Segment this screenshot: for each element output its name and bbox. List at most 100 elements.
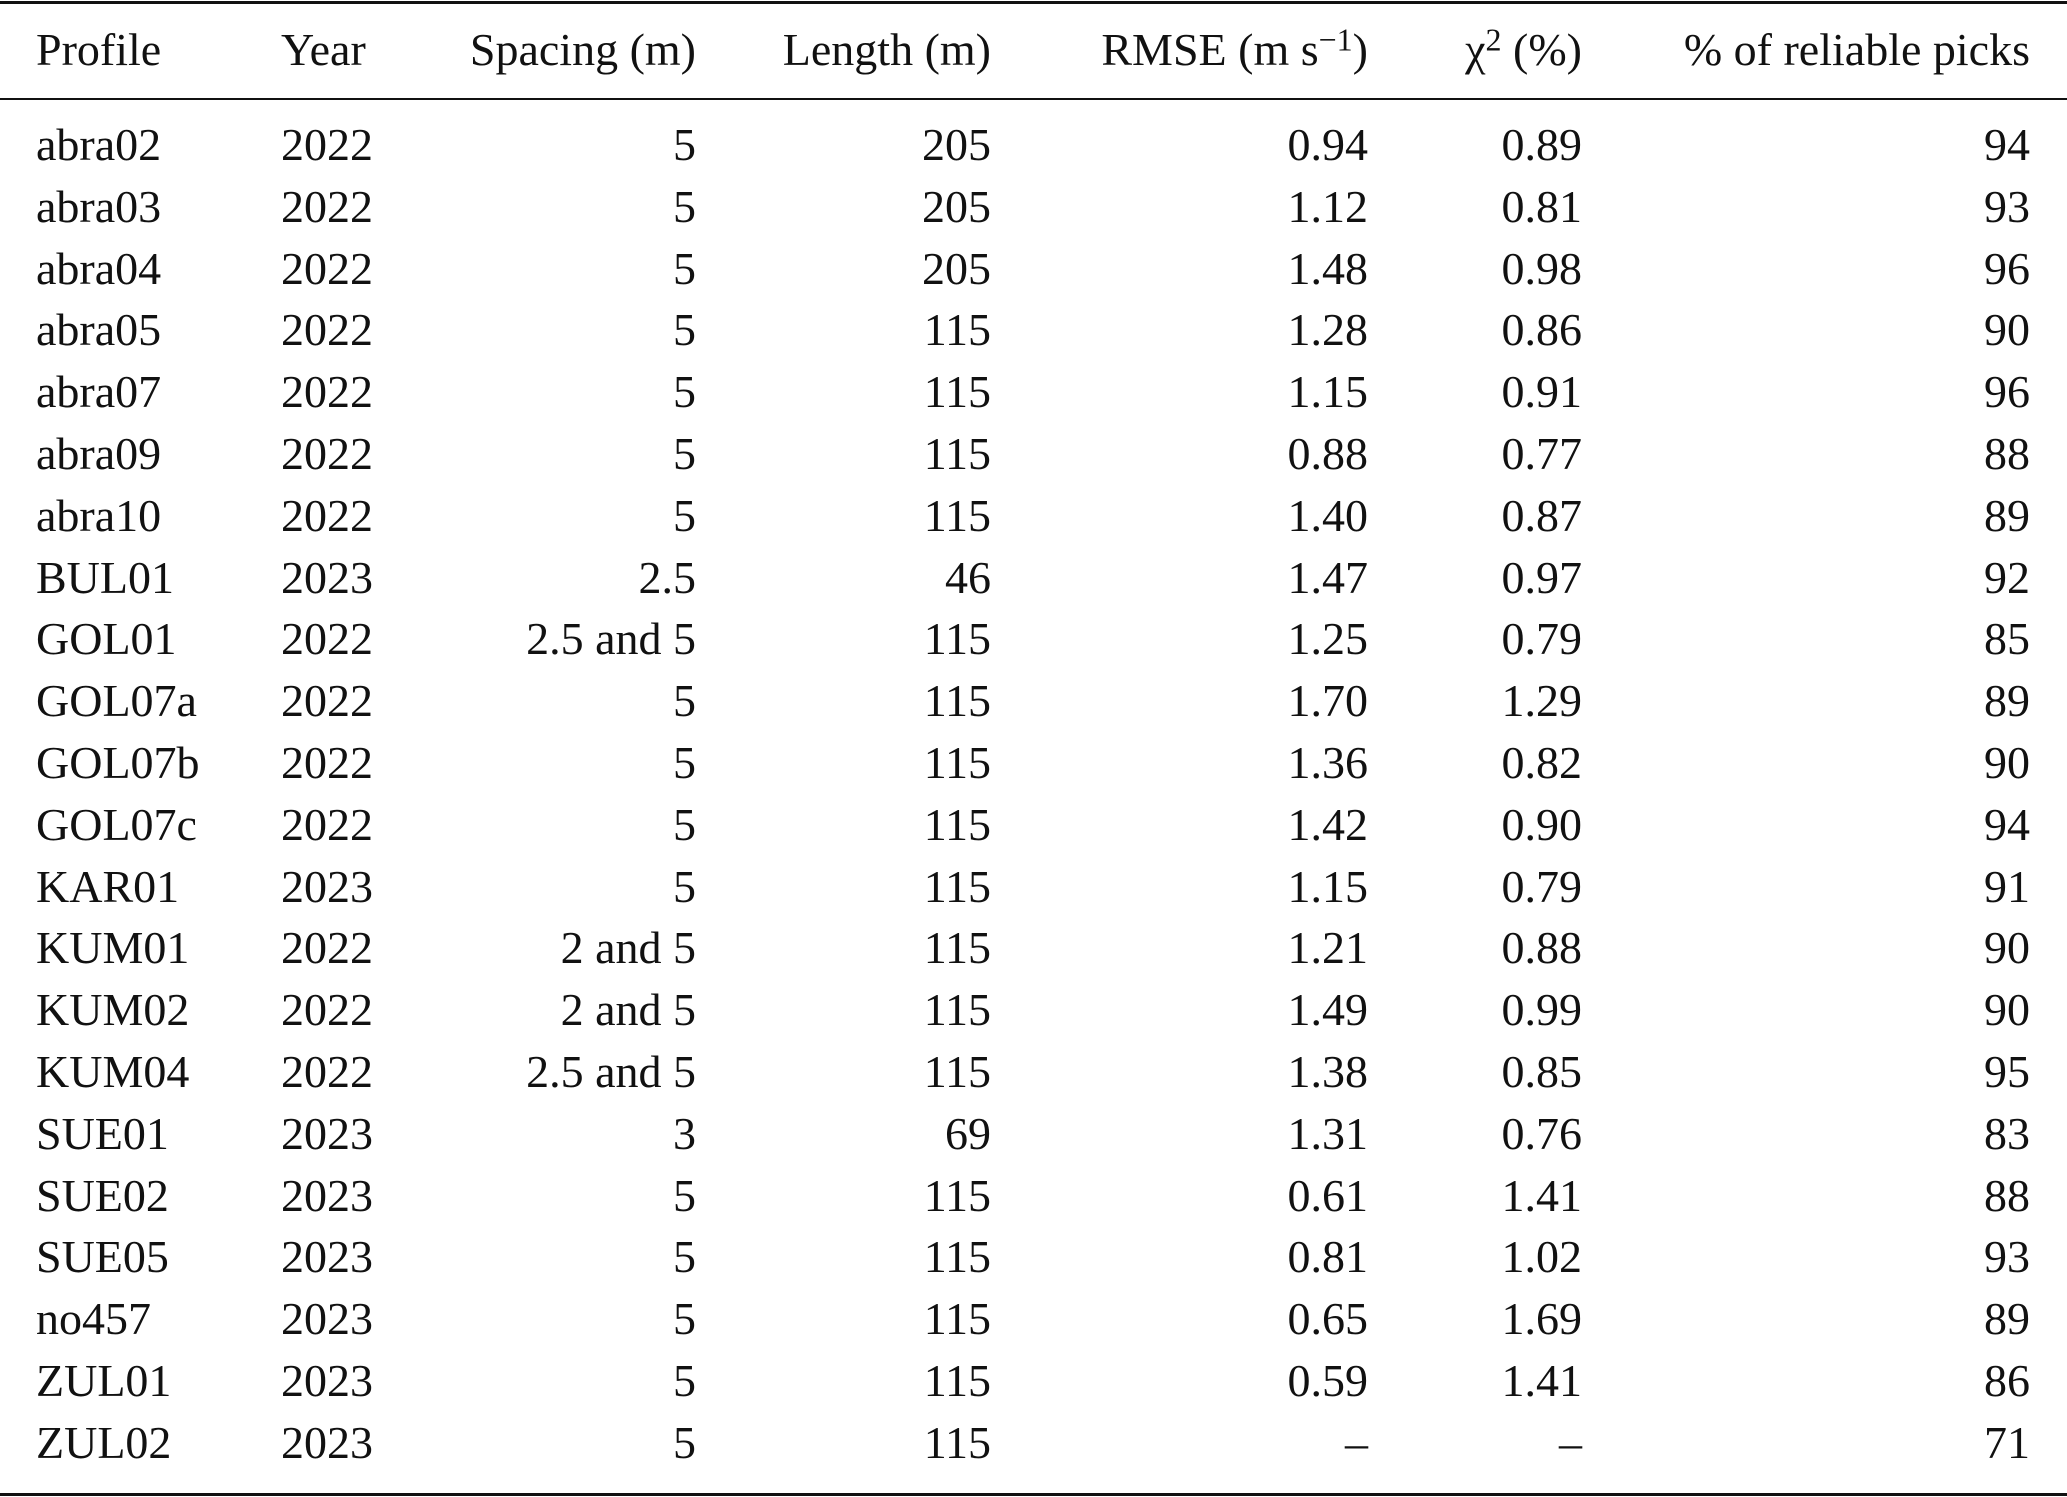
table-cell: 2023 xyxy=(281,860,373,912)
table-cell: 2022 xyxy=(281,366,373,418)
table-cell: GOL07a xyxy=(36,675,197,727)
table-cell: 115 xyxy=(923,798,991,850)
table-cell: 83 xyxy=(1984,1107,2030,1159)
table-cell: BUL01 xyxy=(36,551,174,603)
table-cell: 2023 xyxy=(281,1169,373,1221)
table-cell: 5 xyxy=(673,242,696,294)
table-cell: 205 xyxy=(922,119,991,170)
table-cell: 0.91 xyxy=(1501,366,1583,418)
table-cell: 1.70 xyxy=(1287,675,1369,727)
header-superscript: −1 xyxy=(1318,21,1353,58)
table-cell: GOL01 xyxy=(36,613,177,665)
table-cell: 0.79 xyxy=(1501,613,1583,665)
table-cell: 95 xyxy=(1984,1046,2030,1097)
table-cell: 2022 xyxy=(281,984,373,1036)
table-cell: 2023 xyxy=(281,1293,373,1345)
table-cell: 88 xyxy=(1984,428,2030,479)
table-cell: 115 xyxy=(923,675,991,727)
table-cell: 0.99 xyxy=(1501,984,1583,1036)
table-cell: 2023 xyxy=(281,551,373,603)
table-cell: 90 xyxy=(1984,922,2030,974)
table-cell: 2 and 5 xyxy=(560,984,696,1036)
table-cell: 89 xyxy=(1984,489,2030,541)
header-text: (%) xyxy=(1501,24,1582,75)
table-cell: 0.88 xyxy=(1287,428,1369,479)
table-cell: 0.81 xyxy=(1287,1231,1369,1283)
table-cell: 0.77 xyxy=(1501,428,1583,479)
table-cell: 5 xyxy=(673,119,696,170)
table-cell: KAR01 xyxy=(36,860,180,912)
table-cell: 88 xyxy=(1984,1169,2030,1221)
header-cell: Spacing (m) xyxy=(469,24,696,75)
table-cell: 2022 xyxy=(281,489,373,541)
table-cell: 115 xyxy=(923,922,991,974)
table-cell: 5 xyxy=(673,180,696,232)
table-cell: 1.40 xyxy=(1287,489,1369,541)
table-cell: 89 xyxy=(1984,1293,2030,1345)
table-cell: GOL07b xyxy=(36,737,200,788)
header-cell: % of reliable picks xyxy=(1683,24,2030,75)
table-cell: 0.88 xyxy=(1501,922,1583,974)
table-cell: 0.94 xyxy=(1287,119,1369,170)
table-cell: 0.87 xyxy=(1501,489,1583,541)
table-cell: 5 xyxy=(673,675,696,727)
table-cell: 115 xyxy=(923,737,991,788)
table-cell: 94 xyxy=(1984,119,2030,170)
table-cell: 2.5 and 5 xyxy=(526,613,696,665)
table-cell: 94 xyxy=(1984,798,2030,850)
table-cell: 1.41 xyxy=(1501,1355,1583,1406)
table-cell: – xyxy=(1345,1416,1368,1468)
table-cell: 5 xyxy=(673,366,696,418)
table-cell: 5 xyxy=(673,798,696,850)
table-cell: 0.89 xyxy=(1501,119,1583,170)
table-cell: 86 xyxy=(1984,1355,2030,1406)
table-cell: 0.59 xyxy=(1287,1355,1369,1406)
header-cell: χ2 (%) xyxy=(1465,24,1582,75)
table-cell: 89 xyxy=(1984,675,2030,727)
table-cell: 1.15 xyxy=(1287,366,1369,418)
table-cell: 1.36 xyxy=(1287,737,1369,788)
table-cell: 1.29 xyxy=(1501,675,1583,727)
table-cell: 115 xyxy=(923,1231,991,1283)
table-cell: 1.25 xyxy=(1287,613,1369,665)
table-cell: 91 xyxy=(1984,860,2030,912)
table-cell: 0.81 xyxy=(1501,180,1583,232)
table-cell: 115 xyxy=(923,1046,991,1097)
table-cell: 115 xyxy=(923,366,991,418)
table-cell: 2023 xyxy=(281,1231,373,1283)
table-cell: 2022 xyxy=(281,1046,373,1097)
table-cell: abra03 xyxy=(36,180,162,232)
table-cell: 1.21 xyxy=(1287,922,1369,974)
table-cell: 96 xyxy=(1984,366,2030,418)
table-cell: 1.38 xyxy=(1287,1046,1369,1097)
table-cell: 5 xyxy=(673,1169,696,1221)
table-cell: 69 xyxy=(945,1107,991,1159)
table-cell: 2023 xyxy=(281,1416,373,1468)
table-cell: 90 xyxy=(1984,984,2030,1036)
table-cell: 2.5 and 5 xyxy=(526,1046,696,1097)
header-superscript: 2 xyxy=(1485,21,1502,58)
table-cell: 115 xyxy=(923,428,991,479)
table-cell: 2022 xyxy=(281,922,373,974)
table-cell: SUE02 xyxy=(36,1169,169,1221)
table-cell: KUM04 xyxy=(36,1046,190,1097)
table-cell: 5 xyxy=(673,1293,696,1345)
table-cell: 2022 xyxy=(281,428,373,479)
table-cell: 2022 xyxy=(281,613,373,665)
table-cell: 2.5 xyxy=(638,551,697,603)
table-cell: abra05 xyxy=(36,304,162,356)
table-cell: 1.42 xyxy=(1287,798,1369,850)
table-cell: SUE01 xyxy=(36,1107,169,1159)
table-cell: 1.48 xyxy=(1287,242,1369,294)
header-cell: Year xyxy=(281,24,366,75)
table-cell: 0.82 xyxy=(1501,737,1583,788)
table-cell: 1.12 xyxy=(1287,180,1369,232)
table-cell: 5 xyxy=(673,737,696,788)
table-cell: 92 xyxy=(1984,551,2030,603)
table-cell: 115 xyxy=(923,860,991,912)
table-cell: 93 xyxy=(1984,180,2030,232)
table-cell: 115 xyxy=(923,1416,991,1468)
table-cell: 5 xyxy=(673,1231,696,1283)
table-cell: 46 xyxy=(945,551,991,603)
table-cell: 2022 xyxy=(281,180,373,232)
